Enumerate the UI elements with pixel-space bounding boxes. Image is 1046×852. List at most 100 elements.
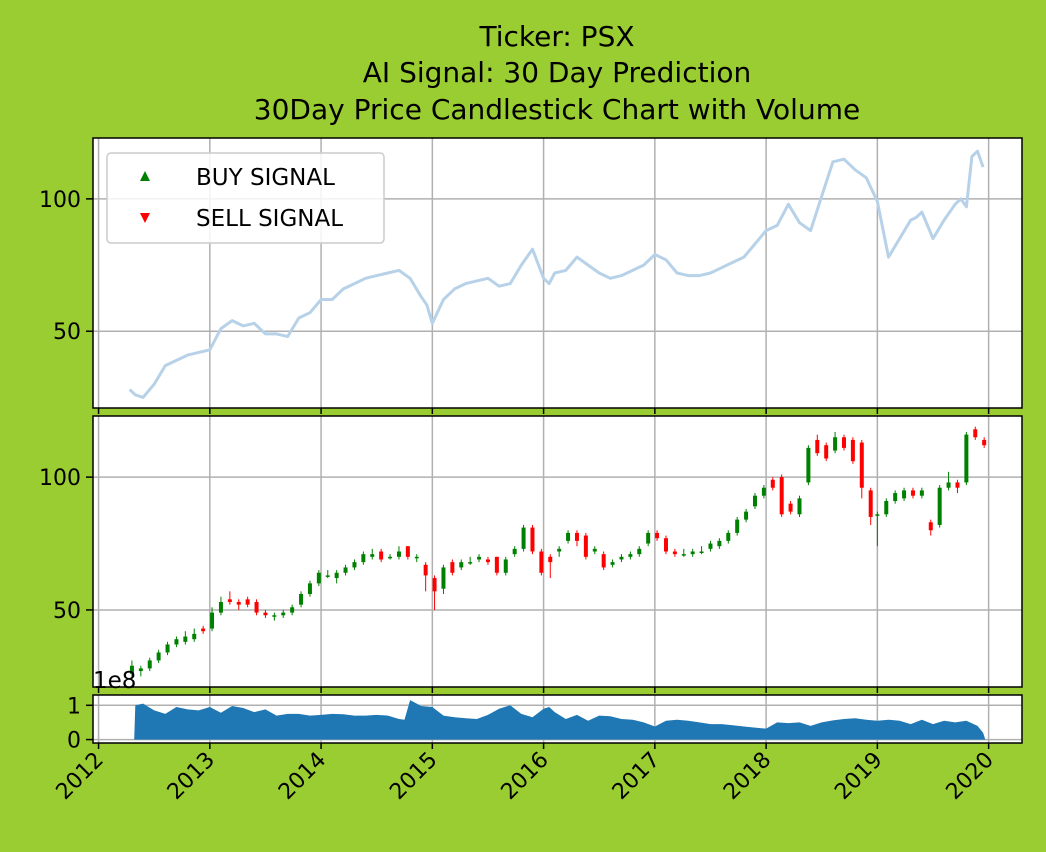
x-tick-label: 2014 (274, 748, 331, 805)
candle-body (566, 532, 571, 541)
candle-up (937, 485, 942, 528)
candle-up (325, 570, 330, 579)
candle-up (272, 612, 277, 621)
candle-up (726, 530, 731, 544)
candle-up (281, 609, 286, 618)
candle-body (752, 495, 757, 507)
candle-body (557, 548, 562, 552)
candle-body (619, 556, 624, 560)
candle-body (806, 447, 811, 483)
candle-up (806, 445, 811, 486)
candle-up (165, 641, 170, 656)
candle-body (218, 601, 223, 613)
candle-down (841, 434, 846, 451)
candle-body (316, 572, 321, 584)
candle-up (370, 548, 375, 560)
candle-body (788, 503, 793, 512)
candle-body (637, 548, 642, 555)
candle-down (928, 519, 933, 536)
volume-panel: 01 (67, 694, 1023, 754)
candle-down (405, 546, 410, 560)
x-tick-label: 2016 (497, 748, 554, 805)
candle-up (174, 636, 179, 648)
candle-up (334, 570, 339, 584)
candle-up (833, 431, 838, 454)
candle-down (574, 530, 579, 547)
x-tick-label: 2015 (385, 748, 442, 805)
candle-body (370, 554, 375, 557)
candle-body (343, 567, 348, 573)
x-tick-label: 2020 (942, 748, 999, 805)
legend: BUY SIGNAL SELL SIGNAL (106, 152, 385, 244)
candle-body (539, 551, 544, 573)
candle-body (910, 490, 915, 496)
candle-body (388, 556, 393, 559)
candle-up (875, 511, 880, 547)
x-tick-label: 2013 (163, 748, 220, 805)
candle-up (477, 554, 482, 563)
candle-up (396, 546, 401, 560)
candle-down (236, 599, 241, 610)
candle-up (361, 551, 366, 565)
candle-body (628, 554, 633, 557)
candle-up (699, 546, 704, 555)
candle-up (610, 559, 615, 568)
candle-down (254, 599, 259, 616)
x-tick-label: 2012 (52, 748, 109, 805)
candle-up (919, 487, 924, 499)
candle-up (503, 556, 508, 576)
candle-body (735, 519, 740, 533)
candle-body (875, 514, 880, 516)
candle-body (156, 652, 161, 661)
candle-up (637, 546, 642, 557)
candle-down (672, 548, 677, 557)
candle-up (717, 538, 722, 549)
price-line (128, 149, 985, 399)
candle-body (396, 551, 401, 557)
candle-down (779, 474, 784, 517)
y-tick-label: 50 (53, 320, 81, 345)
candle-down (227, 591, 232, 605)
candle-up (183, 631, 188, 645)
candle-down (379, 548, 384, 563)
candle-body (964, 434, 969, 483)
candle-body (610, 562, 615, 565)
candle-up (147, 657, 152, 672)
candle-body (361, 554, 366, 563)
candle-down (815, 434, 820, 456)
chart-title-line-2: AI Signal: 30 Day Prediction (363, 56, 751, 89)
candle-down (850, 437, 855, 464)
legend-sell-label: SELL SIGNAL (196, 206, 343, 232)
candle-body (946, 482, 951, 488)
candle-down (263, 609, 268, 618)
candle-body (432, 578, 437, 592)
candle-body (477, 556, 482, 560)
candlestick-panel: 50 100 (39, 415, 1023, 693)
candle-up (884, 498, 889, 517)
candle-up (307, 580, 312, 597)
candle-up (752, 493, 757, 509)
candle-up (592, 546, 597, 555)
candle-body (770, 479, 775, 488)
candle-down (583, 532, 588, 560)
candle-body (655, 532, 660, 539)
candle-body (325, 575, 330, 577)
candle-body (272, 615, 277, 617)
candle-body (414, 556, 419, 559)
candle-body (183, 636, 188, 642)
candle-body (833, 437, 838, 451)
candle-up (156, 649, 161, 664)
candle-up (414, 554, 419, 563)
candle-body (699, 551, 704, 553)
candle-up (459, 559, 464, 571)
candle-body (779, 477, 784, 515)
volume-area (134, 700, 986, 740)
chart-title: Ticker: PSX AI Signal: 30 Day Prediction… (254, 20, 860, 126)
candle-body (503, 559, 508, 573)
candle-body (973, 429, 978, 438)
candle-body (859, 442, 864, 488)
x-tick-label: 2017 (608, 748, 665, 805)
candle-body (902, 490, 907, 499)
candle-body (352, 562, 357, 568)
candle-body (982, 439, 987, 446)
